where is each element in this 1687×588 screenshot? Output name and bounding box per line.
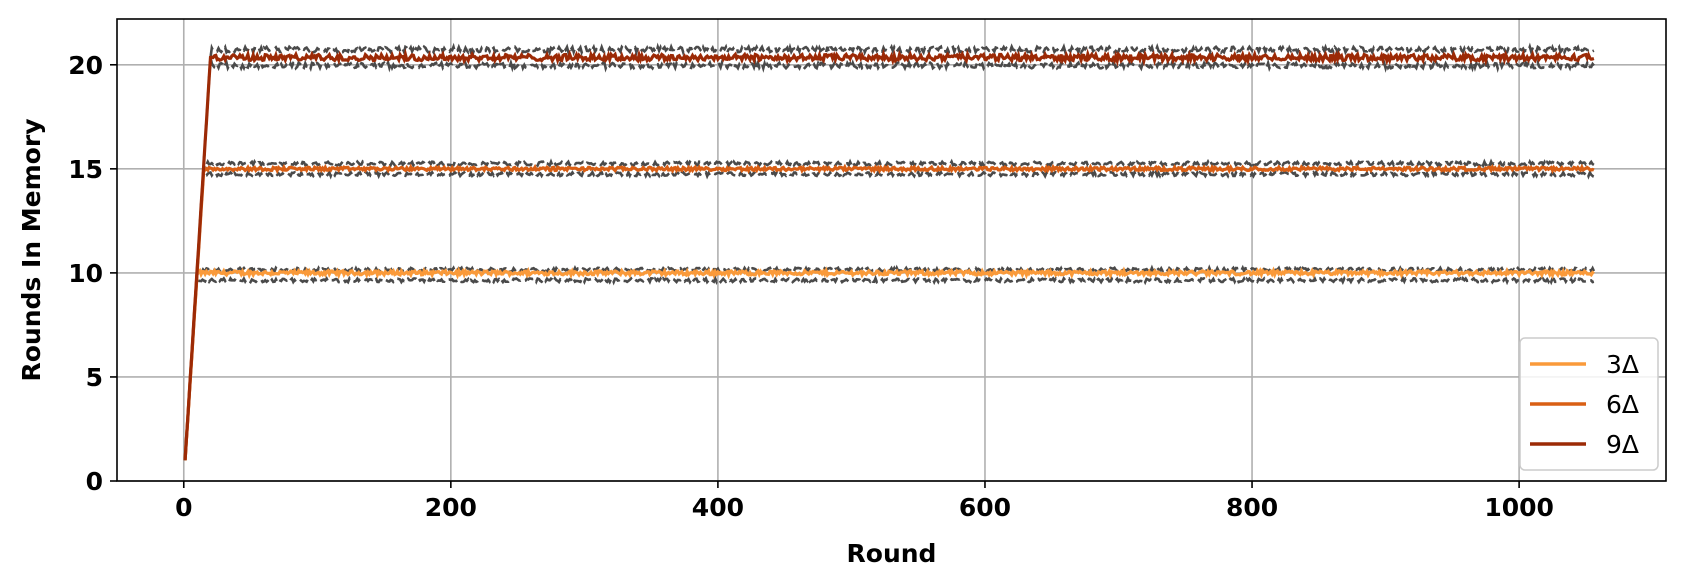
variance-bands (183, 42, 1596, 461)
x-tick-label: 600 (959, 493, 1011, 522)
y-tick-label: 20 (68, 51, 103, 80)
grid-lines (117, 19, 1666, 482)
x-tick-label: 400 (692, 493, 744, 522)
lower-band-line (183, 57, 1595, 461)
lower-band-line (183, 168, 1596, 461)
x-tick-label: 800 (1226, 493, 1278, 522)
x-tick-label: 1000 (1484, 493, 1554, 522)
series-lines (183, 48, 1595, 461)
y-tick-label: 10 (68, 259, 103, 288)
legend-label: 9Δ (1606, 430, 1639, 459)
legend: 3Δ 6Δ 9Δ (1519, 337, 1659, 471)
upper-band-line (183, 158, 1595, 461)
series-line (183, 163, 1595, 461)
y-tick-label: 5 (86, 363, 103, 392)
y-tick-label: 0 (86, 467, 103, 496)
x-axis-title: Round (847, 539, 937, 568)
plot-frame (116, 18, 1667, 482)
series-line (183, 48, 1595, 461)
series-line (183, 266, 1595, 461)
x-tick-label: 0 (175, 493, 192, 522)
x-tick-label: 200 (425, 493, 477, 522)
upper-band-line (183, 42, 1595, 461)
y-axis-ticks: 0 5 10 15 20 (68, 51, 117, 496)
x-axis-ticks: 0 200 400 600 800 1000 (175, 481, 1554, 522)
upper-band-line (183, 264, 1596, 461)
legend-label: 3Δ (1606, 350, 1639, 379)
legend-box (1519, 337, 1659, 471)
lower-band-line (183, 272, 1595, 461)
y-axis-title: Rounds In Memory (17, 119, 46, 382)
legend-label: 6Δ (1606, 390, 1639, 419)
y-tick-label: 15 (68, 155, 103, 184)
